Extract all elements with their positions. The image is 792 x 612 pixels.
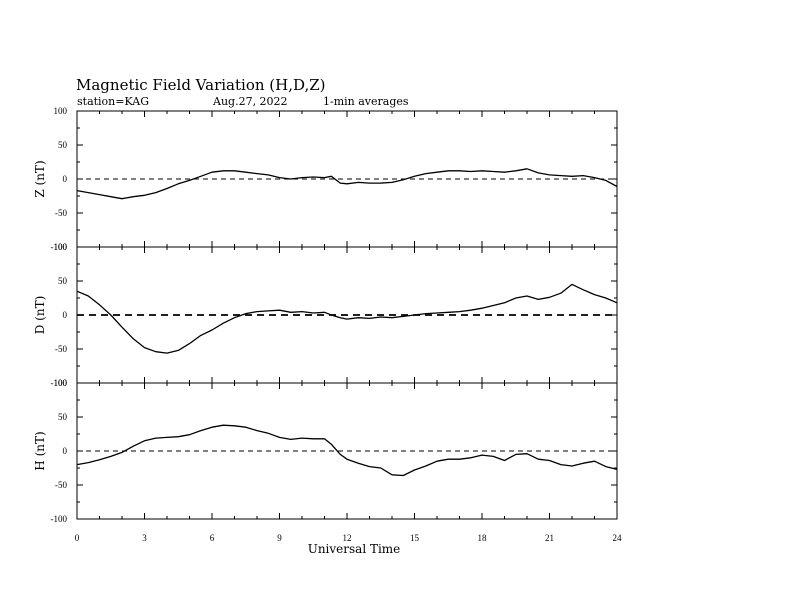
- panel-h: 100 50 0 -50 -100 H (nT): [33, 378, 618, 524]
- y-tick-label-z: 100: [54, 106, 68, 116]
- x-tick-label: 18: [478, 533, 488, 543]
- y-tick-label-z: 50: [58, 140, 68, 150]
- date-label: Aug.27, 2022: [212, 95, 288, 108]
- chart-title: Magnetic Field Variation (H,D,Z): [76, 76, 326, 94]
- panel-z: 100 50 0 -50 -100 Z (nT): [33, 106, 618, 252]
- x-tick-label: 0: [75, 533, 80, 543]
- averaging-label: 1-min averages: [323, 95, 409, 108]
- station-label: station=KAG: [77, 95, 149, 108]
- x-tick-label: 21: [545, 533, 554, 543]
- y-tick-label-h: 0: [63, 446, 68, 456]
- y-axis-title-d: D (nT): [33, 296, 47, 335]
- x-tick-label: 12: [343, 533, 352, 543]
- x-tick-label: 15: [410, 533, 420, 543]
- y-axis-title-h: H (nT): [33, 431, 47, 470]
- y-tick-label-d: -50: [55, 344, 67, 354]
- series-line-z: [76, 168, 618, 200]
- y-axis-title-z: Z (nT): [33, 160, 47, 197]
- x-tick-label: 24: [613, 533, 623, 543]
- series-line-d: [76, 283, 618, 354]
- y-tick-label-h: 50: [58, 412, 68, 422]
- series-line-h: [76, 424, 618, 477]
- y-tick-label-h: 100: [54, 378, 68, 388]
- x-tick-label: 9: [277, 533, 282, 543]
- x-tick-label: 6: [210, 533, 215, 543]
- y-tick-label-d: 100: [54, 242, 68, 252]
- y-tick-label-d: 0: [63, 310, 68, 320]
- panel-d: 100 50 0 -50 -100 D (nT): [33, 242, 618, 388]
- y-tick-label-z: -100: [51, 242, 68, 252]
- y-tick-label-h: -100: [51, 514, 68, 524]
- y-tick-label-h: -50: [55, 480, 67, 490]
- y-tick-label-d: 50: [58, 276, 68, 286]
- y-tick-label-z: -50: [55, 208, 67, 218]
- y-tick-label-d: -100: [51, 378, 68, 388]
- x-tick-label: 3: [142, 533, 147, 543]
- x-axis-title: Universal Time: [308, 542, 401, 556]
- x-axis: 0 3 6 9 12 15 18 21 24: [75, 533, 622, 543]
- y-tick-label-z: 0: [63, 174, 68, 184]
